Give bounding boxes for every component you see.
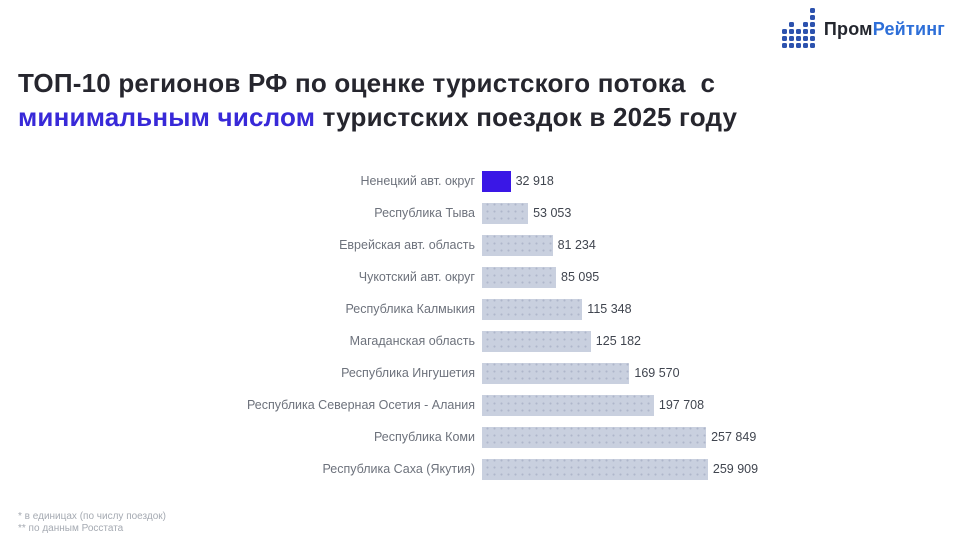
category-label: Республика Саха (Якутия): [322, 462, 475, 476]
logo-text: ПромРейтинг: [824, 19, 945, 40]
category-label: Республика Калмыкия: [345, 302, 475, 316]
footnote-2: ** по данным Росстата: [18, 523, 124, 534]
logo-text-dark: Пром: [823, 19, 873, 40]
value-label: 53 053: [533, 206, 572, 220]
logo-text-accent: Рейтинг: [872, 19, 945, 40]
category-label: Ненецкий авт. округ: [360, 174, 475, 188]
chart-row: Республика Ингушетия 169 570: [0, 357, 957, 389]
dot: [789, 22, 794, 27]
dot: [810, 29, 815, 34]
title-line1: ТОП-10 регионов РФ по оценке туристского…: [18, 68, 716, 98]
category-label: Республика Ингушетия: [341, 366, 475, 380]
value-label: 81 234: [557, 238, 596, 252]
dot: [782, 36, 787, 41]
bar: [482, 298, 583, 320]
value-label: 257 849: [711, 430, 757, 444]
chart-row: Магаданская область 125 182: [0, 325, 957, 357]
dot: [810, 36, 815, 41]
dot: [810, 22, 815, 27]
chart-row: Чукотский авт. округ 85 095: [0, 261, 957, 293]
title-line2-highlight: минимальным числом: [18, 102, 316, 132]
dot: [803, 36, 808, 41]
bar: [482, 330, 591, 352]
bar-highlight: [482, 170, 511, 192]
dot-column: [782, 29, 787, 48]
footnote-1: * в единицах (по числу поездок): [18, 511, 166, 522]
value-label: 32 918: [515, 174, 554, 188]
chart-row: Ненецкий авт. округ 32 918: [0, 165, 957, 197]
value-label: 169 570: [634, 366, 680, 380]
category-label: Чукотский авт. округ: [358, 270, 475, 284]
value-label: 85 095: [561, 270, 600, 284]
dot: [810, 8, 815, 13]
category-label: Еврейская авт. область: [339, 238, 475, 252]
bar: [482, 266, 556, 288]
dot: [803, 43, 808, 48]
page-title: ТОП-10 регионов РФ по оценке туристского…: [18, 66, 737, 134]
dot: [789, 43, 794, 48]
dot: [810, 43, 815, 48]
bar: [482, 202, 529, 224]
dot: [803, 29, 808, 34]
bar: [482, 426, 707, 448]
bar-chart: Ненецкий авт. округ 32 918 Республика Тыва…: [0, 165, 957, 485]
value-label: 125 182: [595, 334, 641, 348]
dot-column: [803, 22, 808, 48]
bar: [482, 234, 553, 256]
chart-row: Республика Тыва 53 053: [0, 197, 957, 229]
bar: [482, 458, 708, 480]
dot: [789, 36, 794, 41]
value-label: 115 348: [587, 302, 632, 316]
bar: [482, 362, 630, 384]
dot-bar-chart-icon: [782, 8, 815, 52]
dot: [810, 15, 815, 20]
chart-row: Республика Калмыкия 115 348: [0, 293, 957, 325]
footnotes: * в единицах (по числу поездок) ** по да…: [18, 511, 166, 535]
bar: [482, 394, 654, 416]
title-line2-rest: туристских поездок в 2025 году: [315, 102, 738, 132]
chart-row: Еврейская авт. область 81 234: [0, 229, 957, 261]
dot: [796, 43, 801, 48]
dot: [782, 29, 787, 34]
dot-column: [789, 22, 794, 48]
dot: [803, 22, 808, 27]
dot-column: [796, 29, 801, 48]
chart-row: Республика Коми 257 849: [0, 421, 957, 453]
dot-column: [810, 8, 815, 48]
chart-row: Республика Саха (Якутия) 259 909: [0, 453, 957, 485]
category-label: Республика Северная Осетия - Алания: [246, 398, 475, 412]
dot: [789, 29, 794, 34]
dot: [796, 29, 801, 34]
value-label: 197 708: [658, 398, 705, 412]
logo: ПромРейтинг: [782, 8, 945, 52]
category-label: Республика Тыва: [374, 206, 475, 220]
category-label: Республика Коми: [373, 430, 475, 444]
dot: [796, 36, 801, 41]
chart-row: Республика Северная Осетия - Алания 197 7…: [0, 389, 957, 421]
category-label: Магаданская область: [349, 334, 475, 348]
value-label: 259 909: [712, 462, 759, 476]
dot: [782, 43, 787, 48]
